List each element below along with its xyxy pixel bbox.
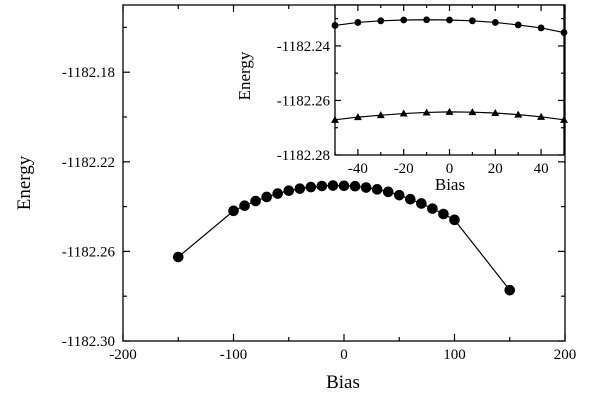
inset-y-tick-label: -1182.26 [277,93,331,109]
inset-triangle-point [376,111,385,119]
main-series [172,180,516,296]
main-ticks [122,5,566,342]
main-x-tick-label: -200 [109,347,137,363]
main-x-axis-label: Bias [326,372,360,393]
inset-triangle-point [491,109,500,116]
inset-circle-point [331,22,339,29]
main-data-point [371,184,383,195]
inset-circle-point [423,16,430,24]
inset-y-axis-label: Energy [235,51,254,100]
inset-circle-point [537,24,545,32]
main-x-tick-label: -100 [220,347,248,363]
inset-circle-point [400,16,408,24]
main-x-tick-label: 100 [443,347,466,363]
inset-x-tick-label: -20 [394,161,414,177]
inset-triangle-point [560,115,568,123]
inset-x-tick-label: 20 [488,161,503,177]
main-series-line [177,184,511,291]
main-data-point [338,180,350,192]
main-data-point [305,181,317,193]
main-data-point [427,203,438,214]
main-data-point [327,180,339,191]
main-data-point [294,183,306,194]
inset-circle-point [446,16,453,24]
main-y-tick-label: -1182.30 [62,334,115,350]
inset-y-tick-label: -1182.28 [277,148,330,164]
main-data-point [228,205,239,217]
main-data-point [349,180,361,192]
main-data-point [261,191,272,203]
inset-circle-point [377,17,385,25]
inset-circle-point [560,29,568,36]
inset-triangle-point [468,108,477,116]
main-data-point [504,284,516,296]
inset-circle-point [514,21,522,29]
inset-triangle-point [331,115,339,123]
main-data-point [272,188,284,199]
inset-series [331,16,568,123]
main-x-tick-label: 200 [554,347,577,363]
inset-x-tick-label: -40 [348,161,368,177]
main-y-tick-label: -1182.26 [62,244,116,260]
main-y-axis-label: Energy [14,155,35,210]
inset-circle-point [354,19,362,26]
main-data-point [172,251,184,263]
main-y-tick-label: -1182.18 [62,65,115,81]
inset-plot-frame [334,4,565,156]
inset-circle-point [469,17,476,25]
main-data-point [416,198,427,209]
main-data-point [382,186,394,198]
inset-x-axis-label: Bias [435,175,465,194]
inset-triangle-point [514,110,523,118]
inset-x-tick-label: 40 [534,161,549,177]
main-data-point [250,195,261,207]
main-data-point [239,200,250,212]
inset-tick-labels: -40 -20 0 20 40 -1182.28 -1182.26 -1182.24 [277,39,549,177]
inset-triangle-point [399,109,408,117]
inset-triangle-point [537,112,546,120]
main-data-point [393,189,405,201]
main-data-point [283,185,295,196]
inset-y-tick-label: -1182.24 [277,39,331,55]
main-data-point [405,193,416,205]
inset-ticks [334,5,565,156]
inset-x-tick-label: 0 [446,161,454,177]
main-tick-labels: -200 -100 0 100 200-1182.30-1182.26-1182.22-… [62,65,576,363]
inset-triangle-point [422,108,431,116]
main-data-point [360,182,372,193]
main-data-point [438,208,449,220]
main-data-point [449,214,460,226]
inset-triangle-point [445,107,454,115]
main-x-tick-label: 0 [340,347,348,363]
inset-triangle-point [353,113,362,121]
main-data-point [316,180,328,192]
inset-circle-point [491,19,499,26]
main-y-tick-label: -1182.22 [62,155,115,171]
